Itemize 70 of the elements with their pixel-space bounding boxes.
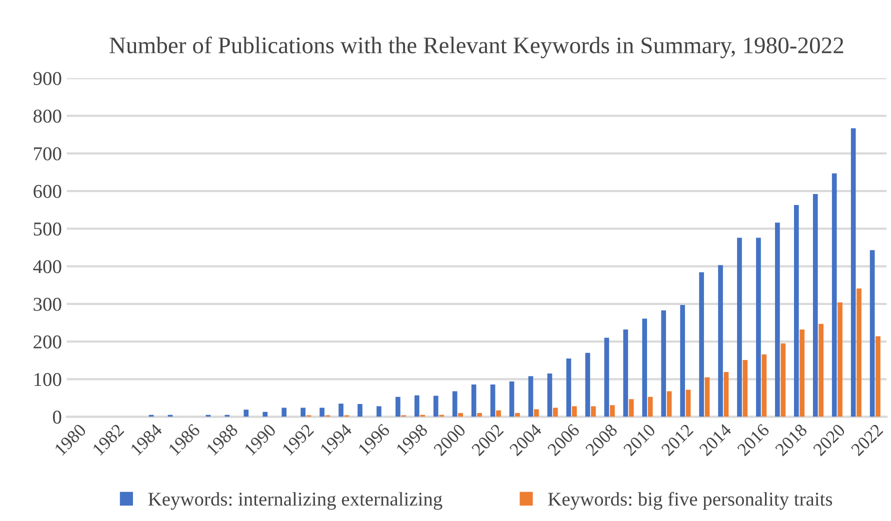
bar [547, 374, 552, 417]
chart-title: Number of Publications with the Relevant Keywords in Summary, 1980-2022 [110, 36, 844, 58]
y-tick-label: 500 [34, 222, 62, 236]
bar [244, 410, 249, 417]
bar [870, 250, 875, 417]
legend-label: Keywords: big five personality traits [548, 492, 832, 510]
bar [338, 404, 344, 417]
bar [320, 408, 324, 417]
y-tick-label: 100 [34, 372, 62, 386]
bar [832, 173, 837, 417]
bar [590, 406, 596, 417]
bar [724, 372, 729, 417]
bar [477, 413, 482, 417]
y-tick-label: 400 [33, 260, 62, 274]
bar [762, 354, 767, 417]
bar [780, 343, 786, 417]
bar [396, 396, 400, 417]
bar [282, 408, 287, 417]
bar [800, 330, 805, 417]
bar [648, 396, 653, 417]
bar [699, 272, 704, 417]
y-tick-label: 800 [34, 110, 62, 123]
y-tick-label: 300 [34, 298, 62, 311]
bar [534, 409, 539, 417]
bar [680, 305, 685, 417]
y-tick-label: 0 [52, 410, 62, 424]
bar [666, 391, 672, 417]
bar [358, 404, 362, 417]
y-tick-label: 700 [34, 147, 62, 160]
bar [718, 265, 723, 417]
bar [496, 410, 501, 417]
bar [376, 406, 382, 417]
bar [471, 384, 476, 417]
bar [628, 399, 634, 417]
bar [623, 330, 628, 417]
bar [414, 395, 420, 417]
bar [737, 238, 742, 417]
bar [509, 381, 514, 417]
bar [686, 390, 691, 417]
y-tick-label: 600 [34, 184, 62, 198]
bar [566, 358, 572, 417]
bar [642, 318, 648, 417]
bar [812, 194, 818, 417]
bar [850, 128, 856, 417]
bar [553, 408, 558, 417]
bar [300, 408, 306, 417]
bar [704, 377, 710, 417]
bar [262, 412, 268, 417]
bar [604, 338, 610, 417]
bar [838, 302, 842, 417]
bar [528, 376, 534, 417]
bar [756, 238, 761, 417]
bar [572, 406, 577, 417]
y-tick-label: 900 [33, 72, 62, 86]
bar [742, 360, 748, 417]
bar [490, 384, 496, 417]
bar [661, 310, 666, 417]
bar [585, 352, 590, 417]
y-tick-label: 200 [34, 335, 62, 348]
bar [610, 405, 615, 417]
bar [818, 324, 824, 417]
bar [775, 222, 780, 417]
bar [458, 413, 463, 417]
bar [856, 288, 862, 417]
bar [876, 336, 880, 417]
bar [452, 391, 458, 417]
bar [433, 396, 438, 417]
bar [794, 204, 799, 417]
legend-label: Keywords: internalizing externalizing [148, 492, 442, 510]
bar [515, 413, 520, 417]
